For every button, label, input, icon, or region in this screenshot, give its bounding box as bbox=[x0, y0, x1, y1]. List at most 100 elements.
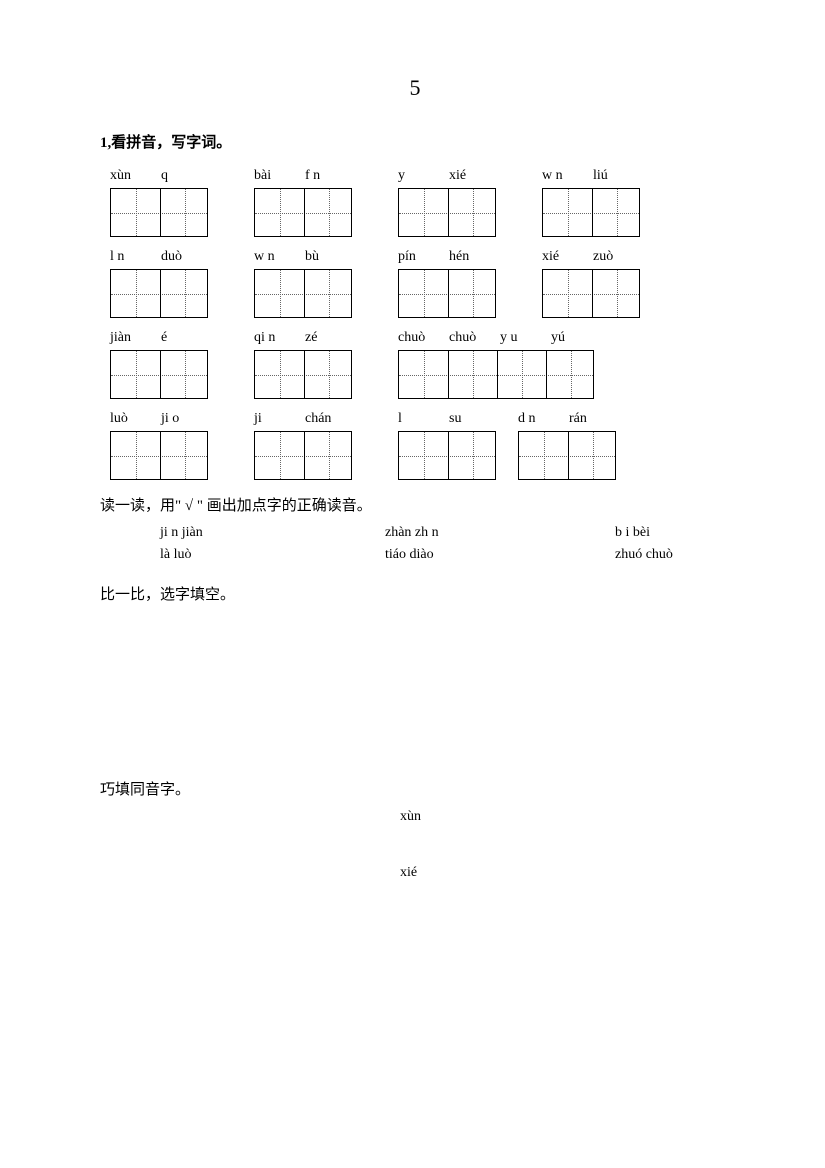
homophone-sound: xié bbox=[400, 865, 730, 881]
pinyin-grid-item: xiézuò bbox=[542, 243, 644, 318]
writing-grid bbox=[254, 188, 352, 237]
pinyin-label: xiézuò bbox=[542, 243, 644, 269]
pinyin-label: luòji o bbox=[110, 405, 212, 431]
pinyin-syllable: ji bbox=[254, 411, 305, 427]
pinyin-syllable: hén bbox=[449, 249, 500, 265]
pronunciation-row: ji n jiànzhàn zh nb i bèi bbox=[160, 525, 730, 541]
writing-grid bbox=[110, 188, 208, 237]
pinyin-grid-item: yxié bbox=[398, 162, 500, 237]
pinyin-syllable: y u bbox=[500, 330, 551, 346]
pinyin-syllable: duò bbox=[161, 249, 212, 265]
pinyin-grid-item: bàif n bbox=[254, 162, 356, 237]
pinyin-label: jichán bbox=[254, 405, 356, 431]
writing-grid bbox=[110, 269, 208, 318]
writing-grid bbox=[542, 188, 640, 237]
pinyin-syllable: chuò bbox=[449, 330, 500, 346]
pinyin-label: w nliú bbox=[542, 162, 644, 188]
pinyin-label: yxié bbox=[398, 162, 500, 188]
pinyin-label: d nrán bbox=[518, 405, 620, 431]
writing-grid bbox=[254, 350, 352, 399]
pinyin-syllable: ji o bbox=[161, 411, 212, 427]
pinyin-grid-item: qi nzé bbox=[254, 324, 356, 399]
pinyin-label: lsu bbox=[398, 405, 500, 431]
pinyin-syllable: xié bbox=[542, 249, 593, 265]
pronunciation-pair: là luò bbox=[160, 547, 385, 563]
pinyin-grid-item: w nliú bbox=[542, 162, 644, 237]
pinyin-syllable: é bbox=[161, 330, 212, 346]
writing-grid bbox=[398, 431, 496, 480]
q2-block: ji n jiànzhàn zh nb i bèi là luòtiáo diào… bbox=[100, 525, 730, 563]
q1-row: jiànéqi nzéchuòchuòy uyú bbox=[110, 324, 730, 399]
q1-heading: 1,看拼音，写字词。 bbox=[100, 131, 730, 152]
q1-block: xùnqbàif nyxiéw nliúl nduòw nbùpínhénxié… bbox=[100, 162, 730, 480]
pinyin-syllable: chán bbox=[305, 411, 356, 427]
pinyin-syllable: chuò bbox=[398, 330, 449, 346]
pinyin-syllable: zé bbox=[305, 330, 356, 346]
pinyin-grid-item: pínhén bbox=[398, 243, 500, 318]
q4-block: xùn xié bbox=[100, 809, 730, 881]
pinyin-syllable: xié bbox=[449, 168, 500, 184]
pinyin-syllable: w n bbox=[542, 168, 593, 184]
pinyin-syllable: liú bbox=[593, 168, 644, 184]
q4-heading: 巧填同音字。 bbox=[100, 778, 730, 799]
pinyin-label: xùnq bbox=[110, 162, 212, 188]
pinyin-grid-item: w nbù bbox=[254, 243, 356, 318]
pinyin-syllable: luò bbox=[110, 411, 161, 427]
pinyin-syllable: su bbox=[449, 411, 500, 427]
writing-grid bbox=[254, 269, 352, 318]
pinyin-syllable: l n bbox=[110, 249, 161, 265]
pronunciation-pair: zhuó chuò bbox=[615, 547, 673, 563]
pronunciation-pair: ji n jiàn bbox=[160, 525, 385, 541]
writing-grid bbox=[110, 350, 208, 399]
pinyin-grid-item: lsu bbox=[398, 405, 500, 480]
q3-blank-area bbox=[100, 614, 730, 764]
q3-heading: 比一比，选字填空。 bbox=[100, 583, 730, 604]
pronunciation-row: là luòtiáo diàozhuó chuò bbox=[160, 547, 730, 563]
pinyin-syllable: bù bbox=[305, 249, 356, 265]
writing-grid bbox=[398, 350, 594, 399]
q1-row: l nduò w nbù pínhén xiézuò bbox=[110, 243, 730, 318]
pinyin-syllable: pín bbox=[398, 249, 449, 265]
pinyin-syllable: rán bbox=[569, 411, 620, 427]
pinyin-grid-item: jichán bbox=[254, 405, 356, 480]
q1-row: xùnq bàif n yxié w nliú bbox=[110, 162, 730, 237]
writing-grid bbox=[542, 269, 640, 318]
pinyin-grid-item: jiàné bbox=[110, 324, 212, 399]
pinyin-syllable: qi n bbox=[254, 330, 305, 346]
pinyin-syllable: y bbox=[398, 168, 449, 184]
worksheet-page: 5 1,看拼音，写字词。 xùnqbàif nyxiéw nliúl nduòw… bbox=[0, 0, 825, 1168]
pinyin-grid-item: xùnq bbox=[110, 162, 212, 237]
pinyin-syllable: f n bbox=[305, 168, 356, 184]
pinyin-syllable: zuò bbox=[593, 249, 644, 265]
pinyin-grid-item: luòji o bbox=[110, 405, 212, 480]
pinyin-label: pínhén bbox=[398, 243, 500, 269]
pinyin-label: w nbù bbox=[254, 243, 356, 269]
writing-grid bbox=[254, 431, 352, 480]
pronunciation-pair: zhàn zh n bbox=[385, 525, 615, 541]
pinyin-syllable: xùn bbox=[110, 168, 161, 184]
pinyin-label: bàif n bbox=[254, 162, 356, 188]
pinyin-label: jiàné bbox=[110, 324, 212, 350]
pronunciation-pair: b i bèi bbox=[615, 525, 650, 541]
writing-grid bbox=[398, 188, 496, 237]
pinyin-label: chuòchuòy uyú bbox=[398, 324, 602, 350]
pinyin-label: l nduò bbox=[110, 243, 212, 269]
pinyin-syllable: bài bbox=[254, 168, 305, 184]
homophone-sound: xùn bbox=[400, 809, 730, 825]
pinyin-syllable: l bbox=[398, 411, 449, 427]
pronunciation-pair: tiáo diào bbox=[385, 547, 615, 563]
pinyin-grid-item: chuòchuòy uyú bbox=[398, 324, 602, 399]
pinyin-syllable: w n bbox=[254, 249, 305, 265]
q2-heading: 读一读，用" √ " 画出加点字的正确读音。 bbox=[100, 494, 730, 515]
writing-grid bbox=[518, 431, 616, 480]
q1-row: luòji o jichán lsu d nrán bbox=[110, 405, 730, 480]
page-title: 5 bbox=[100, 75, 730, 101]
writing-grid bbox=[110, 431, 208, 480]
pinyin-syllable: q bbox=[161, 168, 212, 184]
pinyin-syllable: jiàn bbox=[110, 330, 161, 346]
pinyin-label: qi nzé bbox=[254, 324, 356, 350]
pinyin-syllable: d n bbox=[518, 411, 569, 427]
pinyin-grid-item: d nrán bbox=[518, 405, 620, 480]
pinyin-syllable: yú bbox=[551, 330, 602, 346]
pinyin-grid-item: l nduò bbox=[110, 243, 212, 318]
